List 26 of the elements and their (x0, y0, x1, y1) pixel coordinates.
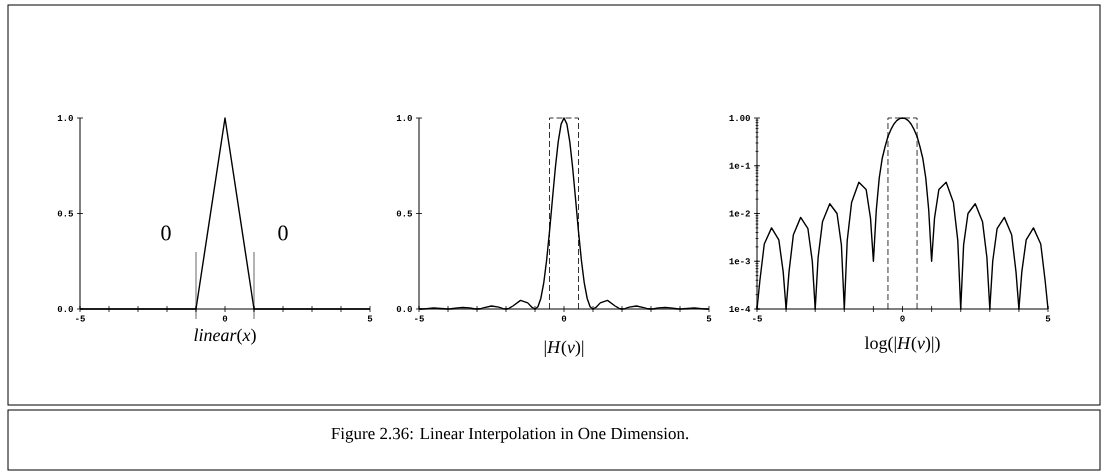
y-tick-label: 1.00 (729, 114, 750, 122)
x-tick-label: -5 (753, 315, 762, 322)
x-tick-label: 5 (1045, 315, 1051, 322)
x-axis-title: log(|H(ν)|) (864, 336, 940, 353)
y-tick-label: 1.0 (57, 114, 73, 122)
x-tick-label: 0 (900, 315, 905, 322)
x-tick-label: 0 (222, 315, 228, 322)
x-axis-title: linear(x) (194, 328, 256, 345)
caption: Figure 2.36: Linear Interpolation in One Dimension. (331, 427, 689, 443)
y-tick-label: 1e-4 (729, 305, 751, 313)
x-tick-label: -5 (76, 315, 85, 322)
x-tick-label: 0 (561, 315, 567, 322)
y-tick-label: 0.5 (57, 210, 74, 217)
x-tick-label: 5 (706, 315, 712, 322)
y-tick-label: 0.0 (396, 305, 412, 313)
y-tick-label: 1e-3 (729, 258, 751, 265)
annotation: 0 (278, 225, 288, 241)
annotation: 0 (161, 225, 171, 241)
x-tick-label: 5 (367, 315, 373, 322)
x-axis-title: |H(ν)| (544, 340, 584, 357)
y-tick-label: 1e-1 (729, 162, 751, 169)
y-tick-label: 1.0 (396, 114, 412, 122)
y-tick-label: 1e-2 (729, 210, 750, 217)
x-tick-label: -5 (415, 315, 424, 322)
y-tick-label: 0.0 (57, 305, 73, 313)
y-tick-label: 0.5 (396, 210, 413, 217)
